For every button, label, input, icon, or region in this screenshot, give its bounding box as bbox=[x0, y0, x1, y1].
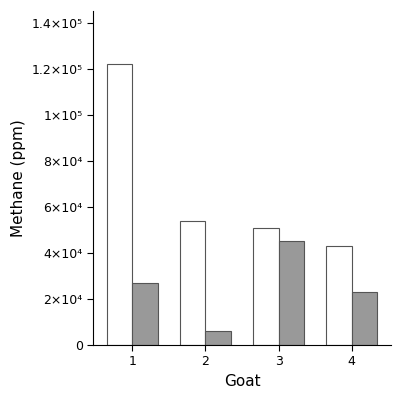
Bar bbox=[278, 241, 304, 345]
Bar bbox=[325, 246, 351, 345]
Bar bbox=[205, 331, 231, 345]
Bar bbox=[132, 283, 158, 345]
Bar bbox=[179, 221, 205, 345]
Y-axis label: Methane (ppm): Methane (ppm) bbox=[11, 119, 26, 237]
X-axis label: Goat: Goat bbox=[223, 374, 260, 389]
Bar bbox=[351, 292, 377, 345]
Bar bbox=[252, 228, 278, 345]
Bar bbox=[107, 64, 132, 345]
